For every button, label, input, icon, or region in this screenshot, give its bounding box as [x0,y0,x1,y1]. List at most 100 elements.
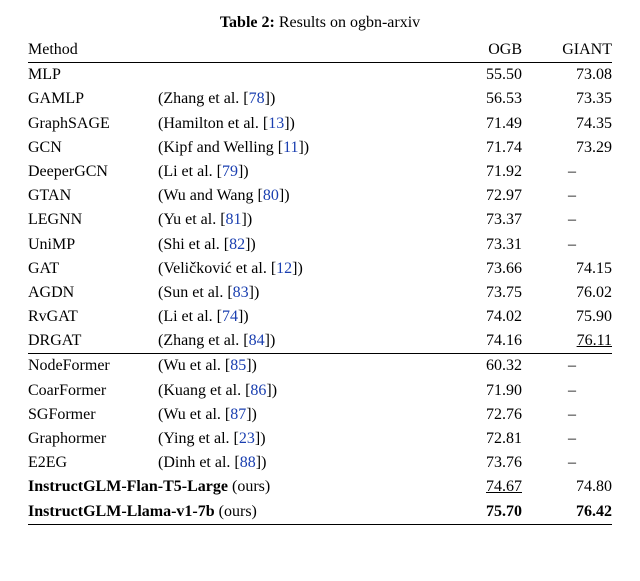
cell-ogb: 73.37 [442,208,532,232]
cell-ref [158,63,442,88]
cell-ref: (Zhang et al. [78]) [158,87,442,111]
cell-method: RvGAT [28,305,158,329]
table-row: GAT(Veličković et al. [12])73.6674.15 [28,257,612,281]
cell-ogb: 73.76 [442,451,532,475]
cell-method: AGDN [28,281,158,305]
cell-method: GTAN [28,184,158,208]
cell-method: NodeFormer [28,354,158,379]
cell-giant: – [532,233,612,257]
cell-giant: 76.42 [532,500,612,525]
cell-ogb: 72.97 [442,184,532,208]
cell-giant: 74.35 [532,112,612,136]
cell-ogb: 55.50 [442,63,532,88]
table-row: Graphormer(Ying et al. [23])72.81– [28,427,612,451]
cell-giant: 76.02 [532,281,612,305]
table-row: MLP 55.5073.08 [28,63,612,88]
cell-giant: 76.11 [532,329,612,354]
caption-text: Results on ogbn-arxiv [279,14,420,31]
table-row: InstructGLM-Llama-v1-7b (ours)75.7076.42 [28,500,612,525]
cell-ref: (Dinh et al. [88]) [158,451,442,475]
cell-method: DRGAT [28,329,158,354]
cell-ogb: 72.81 [442,427,532,451]
table-row: NodeFormer(Wu et al. [85])60.32– [28,354,612,379]
cell-ref: (Li et al. [74]) [158,305,442,329]
col-header-method: Method [28,38,442,63]
cell-giant: – [532,160,612,184]
cell-ref: (Wu et al. [85]) [158,354,442,379]
cell-ogb: 74.67 [442,475,532,499]
table-row: LEGNN(Yu et al. [81])73.37– [28,208,612,232]
cell-ogb: 75.70 [442,500,532,525]
table-row: GAMLP(Zhang et al. [78])56.5373.35 [28,87,612,111]
cell-giant: 75.90 [532,305,612,329]
header-row: Method OGB GIANT [28,38,612,63]
cell-method: LEGNN [28,208,158,232]
cell-ref: (Li et al. [79]) [158,160,442,184]
table-row: SGFormer(Wu et al. [87])72.76– [28,403,612,427]
cell-ref: (Yu et al. [81]) [158,208,442,232]
col-header-ogb: OGB [442,38,532,63]
table-row: AGDN(Sun et al. [83])73.7576.02 [28,281,612,305]
cell-method: UniMP [28,233,158,257]
cell-giant: – [532,184,612,208]
table-caption: Table 2: Results on ogbn-arxiv [28,14,612,32]
table-row: GCN(Kipf and Welling [11])71.7473.29 [28,136,612,160]
cell-ref: (Ying et al. [23]) [158,427,442,451]
cell-giant: – [532,208,612,232]
cell-ref: (Hamilton et al. [13]) [158,112,442,136]
cell-ref: (Wu and Wang [80]) [158,184,442,208]
cell-ogb: 74.02 [442,305,532,329]
cell-ogb: 56.53 [442,87,532,111]
cell-giant: 73.35 [532,87,612,111]
cell-method: GraphSAGE [28,112,158,136]
col-header-giant: GIANT [532,38,612,63]
cell-method: GAMLP [28,87,158,111]
caption-label: Table 2: [220,14,275,31]
cell-method: MLP [28,63,158,88]
cell-giant: 74.15 [532,257,612,281]
cell-ref: (Sun et al. [83]) [158,281,442,305]
results-table: Method OGB GIANT MLP55.5073.08GAMLP(Zhan… [28,38,612,525]
cell-ogb: 73.75 [442,281,532,305]
cell-ogb: 71.90 [442,379,532,403]
table-row: E2EG(Dinh et al. [88])73.76– [28,451,612,475]
cell-giant: – [532,403,612,427]
cell-giant: 74.80 [532,475,612,499]
cell-giant: 73.29 [532,136,612,160]
cell-ogb: 71.74 [442,136,532,160]
cell-ogb: 71.49 [442,112,532,136]
table-row: DeeperGCN(Li et al. [79])71.92– [28,160,612,184]
cell-ogb: 73.31 [442,233,532,257]
table-row: InstructGLM-Flan-T5-Large (ours)74.6774.… [28,475,612,499]
cell-ref: (Wu et al. [87]) [158,403,442,427]
cell-giant: – [532,379,612,403]
cell-method: GCN [28,136,158,160]
cell-method: GAT [28,257,158,281]
cell-ogb: 71.92 [442,160,532,184]
cell-method: E2EG [28,451,158,475]
cell-giant: 73.08 [532,63,612,88]
cell-ref: (Kipf and Welling [11]) [158,136,442,160]
cell-ref: (Veličković et al. [12]) [158,257,442,281]
cell-ogb: 72.76 [442,403,532,427]
cell-ogb: 60.32 [442,354,532,379]
table-body: MLP55.5073.08GAMLP(Zhang et al. [78])56.… [28,63,612,525]
table-container: Table 2: Results on ogbn-arxiv Method OG… [0,0,640,545]
table-row: DRGAT(Zhang et al. [84])74.1676.11 [28,329,612,354]
cell-ref: (Shi et al. [82]) [158,233,442,257]
cell-giant: – [532,451,612,475]
cell-ogb: 74.16 [442,329,532,354]
cell-method: CoarFormer [28,379,158,403]
cell-ref: (Zhang et al. [84]) [158,329,442,354]
cell-method: InstructGLM-Flan-T5-Large (ours) [28,475,442,499]
cell-ref: (Kuang et al. [86]) [158,379,442,403]
cell-method: SGFormer [28,403,158,427]
cell-giant: – [532,354,612,379]
table-row: CoarFormer(Kuang et al. [86])71.90– [28,379,612,403]
table-row: UniMP(Shi et al. [82])73.31– [28,233,612,257]
cell-method: DeeperGCN [28,160,158,184]
table-row: RvGAT(Li et al. [74])74.0275.90 [28,305,612,329]
cell-ogb: 73.66 [442,257,532,281]
table-row: GraphSAGE(Hamilton et al. [13])71.4974.3… [28,112,612,136]
cell-method: InstructGLM-Llama-v1-7b (ours) [28,500,442,525]
